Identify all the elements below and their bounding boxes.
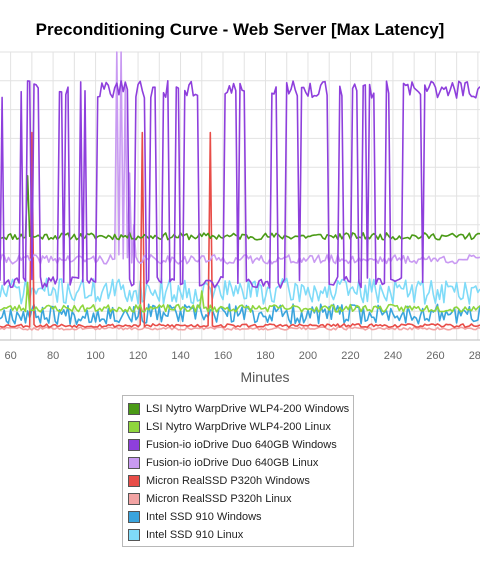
x-tick-label: 140 (171, 350, 189, 362)
latency-line-chart: 60 80 100 120 140 160 180 200 220 240 260 280 Minut… (0, 51, 480, 385)
series-line (0, 51, 480, 265)
x-tick-label: 220 (341, 350, 359, 362)
chart-title: Preconditioning Curve - Web Server [Max … (35, 20, 445, 39)
series-line (0, 281, 480, 313)
legend-label: Intel SSD 910 Linux (146, 529, 244, 541)
legend-swatch (128, 457, 140, 469)
series-line (0, 80, 480, 289)
legend-item[interactable]: Micron RealSSD P320h Linux (128, 490, 353, 508)
legend-item[interactable]: Intel SSD 910 Linux (128, 526, 353, 544)
legend-swatch (128, 475, 140, 487)
x-tick-label: 200 (299, 350, 317, 362)
x-tick-label: 160 (214, 350, 232, 362)
x-tick-label: 260 (426, 350, 444, 362)
chart-legend: LSI Nytro WarpDrive WLP4-200 Windows LSI … (122, 395, 354, 547)
series-line (0, 303, 480, 325)
legend-label: LSI Nytro WarpDrive WLP4-200 Windows (146, 403, 350, 415)
series-line (0, 175, 480, 241)
legend-item[interactable]: Fusion-io ioDrive Duo 640GB Windows (128, 436, 353, 454)
legend-label: Fusion-io ioDrive Duo 640GB Linux (146, 457, 319, 469)
legend-swatch (128, 493, 140, 505)
x-tick-label: 80 (47, 350, 59, 362)
x-tick-label: 240 (384, 350, 402, 362)
series-lines (0, 51, 480, 331)
legend-swatch (128, 439, 140, 451)
legend-swatch (128, 421, 140, 433)
x-tick-label: 280 (469, 350, 480, 362)
series-line (0, 131, 480, 329)
legend-label: Micron RealSSD P320h Windows (146, 475, 310, 487)
series-line (0, 326, 480, 331)
x-tick-labels: 60 80 100 120 140 160 180 200 220 240 260 280 (4, 350, 480, 362)
legend-item[interactable]: Micron RealSSD P320h Windows (128, 472, 353, 490)
x-tick-label: 60 (4, 350, 16, 362)
legend-item[interactable]: LSI Nytro WarpDrive WLP4-200 Windows (128, 400, 353, 418)
legend-label: Intel SSD 910 Windows (146, 511, 262, 523)
x-tick-label: 100 (86, 350, 104, 362)
legend-label: Fusion-io ioDrive Duo 640GB Windows (146, 439, 337, 451)
legend-item[interactable]: LSI Nytro WarpDrive WLP4-200 Linux (128, 418, 353, 436)
x-axis-label: Minutes (240, 369, 289, 385)
legend-swatch (128, 511, 140, 523)
legend-swatch (128, 529, 140, 541)
legend-label: Micron RealSSD P320h Linux (146, 493, 292, 505)
series-line (0, 277, 480, 305)
legend-label: LSI Nytro WarpDrive WLP4-200 Linux (146, 421, 331, 433)
legend-swatch (128, 403, 140, 415)
legend-item[interactable]: Fusion-io ioDrive Duo 640GB Linux (128, 454, 353, 472)
legend-item[interactable]: Intel SSD 910 Windows (128, 508, 353, 526)
x-tick-label: 180 (256, 350, 274, 362)
x-tick-label: 120 (129, 350, 147, 362)
